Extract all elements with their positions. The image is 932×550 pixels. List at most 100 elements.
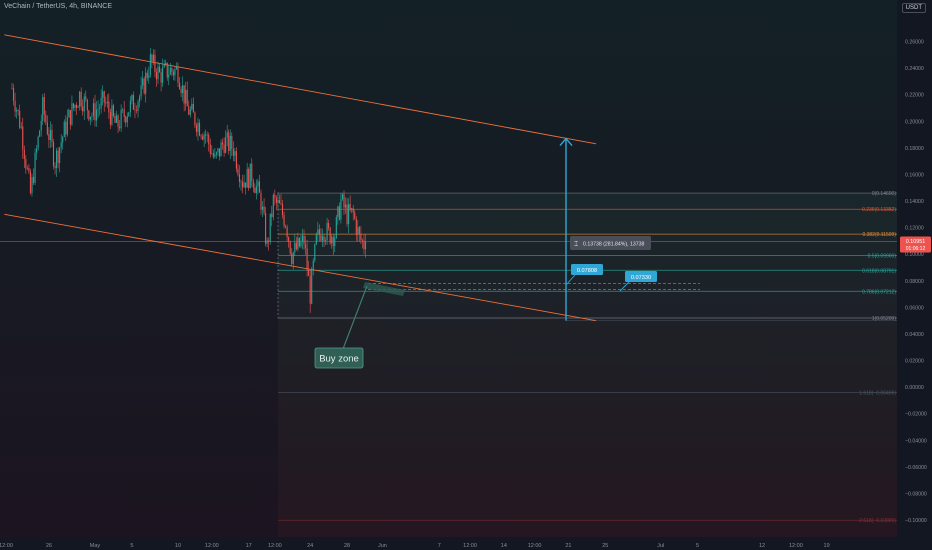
y-tick-label: 0.26000 [905, 40, 924, 46]
candle-body [228, 132, 230, 152]
candle [68, 108, 70, 118]
candle-body [194, 112, 196, 126]
candle-body [177, 66, 179, 83]
candle [289, 240, 291, 256]
x-tick-label: 12 [759, 543, 765, 549]
candle-body [171, 68, 173, 72]
candle [211, 145, 213, 155]
measure-label-text: 0.13738 (281.84%), 13738 [583, 242, 645, 248]
candle-body [31, 177, 33, 194]
candle [326, 217, 328, 245]
candle-body [17, 110, 19, 111]
candle [300, 234, 302, 249]
candle [291, 248, 293, 267]
candle-body [364, 241, 367, 250]
fib-label: 0.382(0.11509) [862, 232, 896, 238]
candle [46, 115, 48, 136]
candle-body [69, 110, 71, 125]
candle [74, 104, 76, 112]
candle [102, 85, 104, 106]
candle [245, 182, 247, 195]
candle-body [123, 109, 125, 117]
candle-body [128, 112, 130, 117]
x-tick-label: 5 [696, 543, 699, 549]
candle [91, 112, 93, 122]
candle-body [148, 75, 150, 78]
candle-body [261, 206, 264, 210]
candle-body [63, 121, 65, 137]
candle-body [37, 136, 39, 149]
candle-body [278, 200, 280, 204]
target-label: 0.07808 [577, 268, 597, 274]
candle-body [355, 218, 357, 235]
candle-body [115, 115, 118, 123]
candle [119, 120, 121, 132]
candle [222, 138, 224, 150]
candle [62, 135, 64, 150]
candle [332, 234, 334, 255]
candle-body [109, 112, 111, 125]
candle-body [211, 153, 213, 154]
candle [349, 195, 351, 212]
candle [301, 229, 304, 250]
x-tick-label: 12:00 [205, 543, 219, 549]
candle-body [309, 275, 311, 304]
candle [31, 173, 33, 197]
candle [178, 76, 181, 90]
candle-body [143, 78, 145, 94]
candle [16, 107, 18, 119]
candle [105, 96, 107, 107]
x-tick-label: Jun [378, 543, 387, 549]
candle [283, 211, 285, 229]
candle [137, 99, 139, 118]
target-pointer [565, 274, 576, 286]
candle [52, 138, 55, 170]
candle [151, 53, 153, 69]
candle-body [252, 180, 254, 188]
candle [183, 85, 185, 112]
candle-body [12, 88, 15, 101]
candle-body [76, 104, 78, 108]
x-tick-label: 14 [501, 543, 507, 549]
y-tick-label: 0.06000 [905, 305, 924, 311]
currency-badge[interactable]: USDT [901, 3, 926, 13]
candle [203, 131, 205, 147]
candle [171, 66, 173, 77]
candle [194, 111, 196, 129]
candle-body [80, 91, 82, 107]
candle-body [62, 136, 64, 143]
candle-body [286, 227, 288, 238]
candle-body [269, 213, 271, 242]
target-pointer [619, 281, 630, 292]
candle-body [328, 223, 330, 228]
candle [329, 226, 331, 245]
measure-icon: ⌶ [574, 241, 578, 248]
candle [143, 76, 145, 95]
target-callouts: 0.07808 0.07330 [565, 264, 657, 292]
candle [39, 129, 41, 138]
candle [237, 163, 239, 177]
candle-body [312, 260, 314, 270]
candle [175, 62, 178, 70]
x-tick-label: 7 [438, 543, 441, 549]
candle [114, 113, 116, 123]
candle [198, 119, 201, 137]
candle [323, 234, 325, 247]
candle [115, 110, 118, 124]
candle [122, 107, 124, 114]
candle-body [238, 174, 241, 182]
candle-body [49, 129, 51, 141]
target-callout: 0.07808 [565, 264, 603, 286]
candle [12, 84, 15, 106]
candle-body [349, 204, 351, 211]
candle [94, 94, 96, 127]
buy-zone-rect [363, 282, 405, 296]
candle-body [119, 126, 121, 129]
candle-body [305, 244, 307, 249]
candle-body [71, 103, 73, 125]
candle-body [163, 64, 165, 68]
candle [242, 174, 244, 194]
